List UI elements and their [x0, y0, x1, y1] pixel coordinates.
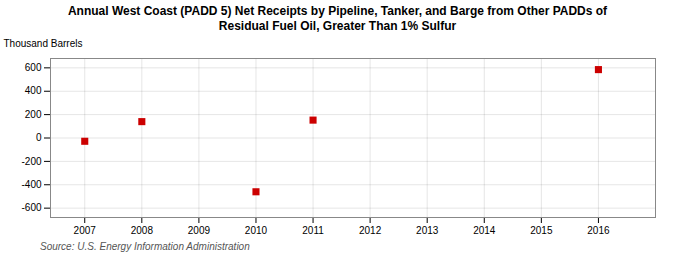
svg-text:2015: 2015 — [530, 225, 553, 236]
svg-text:Thousand Barrels: Thousand Barrels — [4, 38, 83, 49]
svg-text:2010: 2010 — [245, 225, 268, 236]
svg-text:400: 400 — [25, 85, 42, 96]
svg-text:0: 0 — [36, 132, 42, 143]
svg-text:2012: 2012 — [359, 225, 382, 236]
svg-text:2014: 2014 — [473, 225, 496, 236]
svg-text:2013: 2013 — [416, 225, 439, 236]
svg-text:2011: 2011 — [302, 225, 324, 236]
html-text:Source: U.S. Energy Informatio: Source: U.S. Energy Information Administ… — [40, 241, 250, 252]
svg-text:2016: 2016 — [587, 225, 610, 236]
html-text:Annual West Coast (PADD 5) Net: Annual West Coast (PADD 5) Net Receipts … — [67, 4, 608, 33]
svg-text:-400: -400 — [21, 179, 41, 190]
svg-text:2008: 2008 — [131, 225, 154, 236]
svg-text:2007: 2007 — [74, 225, 97, 236]
svg-text:-200: -200 — [21, 156, 41, 167]
svg-text:200: 200 — [25, 109, 42, 120]
svg-text:-600: -600 — [21, 202, 41, 213]
svg-text:2009: 2009 — [188, 225, 211, 236]
svg-text:600: 600 — [25, 62, 42, 73]
